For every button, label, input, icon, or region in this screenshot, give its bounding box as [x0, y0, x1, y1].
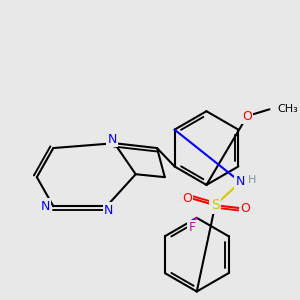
Text: N: N [41, 200, 50, 213]
Text: F: F [188, 221, 196, 234]
Text: CH₃: CH₃ [277, 104, 298, 114]
Text: O: O [182, 192, 192, 205]
Text: O: O [242, 110, 252, 123]
Text: N: N [108, 133, 117, 146]
Text: N: N [104, 204, 113, 217]
Text: N: N [236, 176, 245, 188]
Text: S: S [211, 198, 220, 212]
Text: H: H [248, 175, 256, 185]
Text: O: O [240, 202, 250, 215]
